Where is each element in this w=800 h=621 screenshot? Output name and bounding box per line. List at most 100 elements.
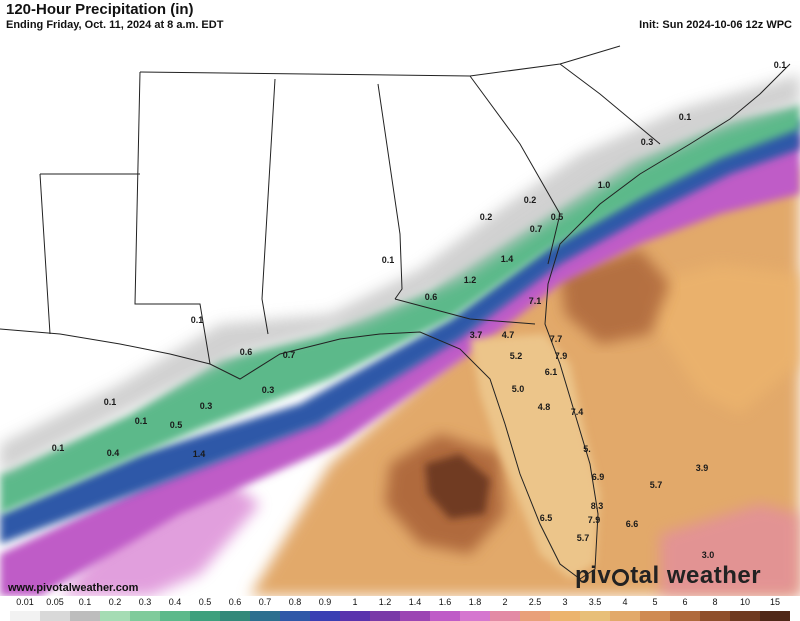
legend-label: 1.6 bbox=[438, 597, 452, 607]
precip-fill-lightorange bbox=[640, 264, 800, 414]
legend-label: 1.4 bbox=[408, 597, 422, 607]
legend-swatch bbox=[340, 611, 370, 621]
map-value-label: 5. bbox=[583, 444, 591, 454]
brand-text-left: piv bbox=[575, 562, 612, 589]
legend-label: 0.8 bbox=[288, 597, 302, 607]
brand-mark-icon bbox=[612, 569, 630, 586]
model-init-time: Init: Sun 2024-10-06 12z WPC bbox=[639, 19, 792, 31]
border-ms-la bbox=[134, 71, 211, 365]
map-value-label: 5.0 bbox=[512, 384, 525, 394]
legend-swatch bbox=[490, 611, 520, 621]
precip-band-blue bbox=[0, 119, 800, 544]
map-value-label: 0.3 bbox=[641, 137, 654, 147]
legend-swatch bbox=[70, 611, 100, 621]
legend-label: 1.8 bbox=[468, 597, 482, 607]
border-tx-la bbox=[39, 173, 51, 335]
legend-swatch bbox=[670, 611, 700, 621]
legend-swatch bbox=[610, 611, 640, 621]
map-value-label: 0.4 bbox=[107, 448, 120, 458]
precip-shading bbox=[0, 74, 800, 596]
map-value-label: 7.9 bbox=[588, 515, 601, 525]
legend-label: 0.9 bbox=[318, 597, 332, 607]
state-borders bbox=[0, 45, 791, 580]
map-value-label: 3.7 bbox=[470, 330, 483, 340]
border-tn bbox=[139, 45, 621, 77]
legend-swatch bbox=[130, 611, 160, 621]
map-value-label: 0.1 bbox=[774, 60, 787, 70]
map-value-label: 0.5 bbox=[551, 212, 564, 222]
legend-label: 15 bbox=[769, 597, 781, 607]
map-value-label: 8.3 bbox=[591, 501, 604, 511]
legend-label: 6 bbox=[682, 597, 688, 607]
legend-label: 0.6 bbox=[228, 597, 242, 607]
legend-label: 0.5 bbox=[198, 597, 212, 607]
legend-label: 5 bbox=[652, 597, 658, 607]
legend-label: 3 bbox=[562, 597, 568, 607]
legend-label: 10 bbox=[739, 597, 751, 607]
precip-fill-florida bbox=[470, 334, 600, 579]
precip-fill-darkbrown bbox=[425, 454, 490, 519]
map-value-label: 6.9 bbox=[592, 472, 605, 482]
map-value-label: 5.7 bbox=[650, 480, 663, 490]
map-value-label: 7.9 bbox=[555, 351, 568, 361]
map-value-label: 5.2 bbox=[510, 351, 523, 361]
precip-fill-brown-atl bbox=[560, 249, 670, 344]
map-value-label: 6.1 bbox=[545, 367, 558, 377]
legend-label: 1 bbox=[352, 597, 358, 607]
precipitation-map: 0.1 0.1 0.3 1.0 0.2 0.2 0.5 0.7 0.1 1.4 1.2 0.6 7.1 0… bbox=[0, 34, 800, 596]
legend-swatch bbox=[160, 611, 190, 621]
border-sc-nc bbox=[559, 63, 661, 145]
map-value-label: 0.2 bbox=[480, 212, 493, 222]
map-value-label: 0.1 bbox=[679, 112, 692, 122]
map-value-label: 6.5 bbox=[540, 513, 553, 523]
map-value-label: 0.1 bbox=[52, 443, 65, 453]
map-value-label: 4.7 bbox=[502, 330, 515, 340]
map-value-label: 0.1 bbox=[135, 416, 148, 426]
legend-swatch bbox=[460, 611, 490, 621]
legend-label: 3.5 bbox=[588, 597, 602, 607]
legend-swatch bbox=[220, 611, 250, 621]
legend-swatch bbox=[400, 611, 430, 621]
legend-swatch bbox=[700, 611, 730, 621]
legend-swatch bbox=[100, 611, 130, 621]
coastline-gulf bbox=[0, 63, 791, 580]
map-value-label: 1.0 bbox=[598, 180, 611, 190]
legend-label: 1.2 bbox=[378, 597, 392, 607]
precip-band-gray bbox=[0, 74, 800, 474]
legend-swatch bbox=[550, 611, 580, 621]
legend-label: 0.01 bbox=[16, 597, 34, 607]
map-value-label: 7.7 bbox=[550, 334, 563, 344]
map-value-label: 6.6 bbox=[626, 519, 639, 529]
map-value-label: 0.6 bbox=[240, 347, 253, 357]
color-legend-swatches bbox=[10, 611, 790, 621]
legend-label: 8 bbox=[712, 597, 718, 607]
map-value-label: 0.6 bbox=[425, 292, 438, 302]
legend-label: 0.7 bbox=[258, 597, 272, 607]
map-value-label: 0.1 bbox=[104, 397, 117, 407]
legend-label: 2 bbox=[502, 597, 508, 607]
legend-label: 0.4 bbox=[168, 597, 182, 607]
map-value-labels: 0.1 0.1 0.3 1.0 0.2 0.2 0.5 0.7 0.1 1.4 1.2 0.6 7.1 0… bbox=[52, 60, 787, 560]
map-value-label: 1.2 bbox=[464, 275, 477, 285]
map-value-label: 0.3 bbox=[200, 401, 213, 411]
map-value-label: 0.3 bbox=[262, 385, 275, 395]
legend-label: 4 bbox=[622, 597, 628, 607]
map-value-label: 3.0 bbox=[702, 550, 715, 560]
legend-label: 0.3 bbox=[138, 597, 152, 607]
legend-swatch bbox=[580, 611, 610, 621]
map-value-label: 4.8 bbox=[538, 402, 551, 412]
legend-swatch bbox=[640, 611, 670, 621]
precip-fill-pink-sw bbox=[60, 474, 260, 596]
map-value-label: 7.4 bbox=[571, 407, 584, 417]
map-value-label: 0.5 bbox=[170, 420, 183, 430]
color-legend: 0.01 0.05 0.1 0.2 0.3 0.4 0.5 0.6 0.7 0.8 0.9 1 1.2 1… bbox=[0, 596, 800, 621]
legend-swatch bbox=[310, 611, 340, 621]
border-ga-fl bbox=[394, 298, 536, 325]
precip-band-green bbox=[0, 104, 800, 514]
legend-swatch bbox=[430, 611, 460, 621]
map-value-label: 1.4 bbox=[501, 254, 514, 264]
legend-swatch bbox=[250, 611, 280, 621]
map-value-label: 0.1 bbox=[382, 255, 395, 265]
map-title: 120-Hour Precipitation (in) bbox=[6, 1, 194, 18]
